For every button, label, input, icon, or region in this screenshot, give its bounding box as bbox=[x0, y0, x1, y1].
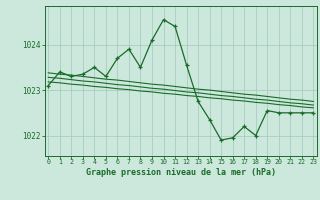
X-axis label: Graphe pression niveau de la mer (hPa): Graphe pression niveau de la mer (hPa) bbox=[86, 168, 276, 177]
